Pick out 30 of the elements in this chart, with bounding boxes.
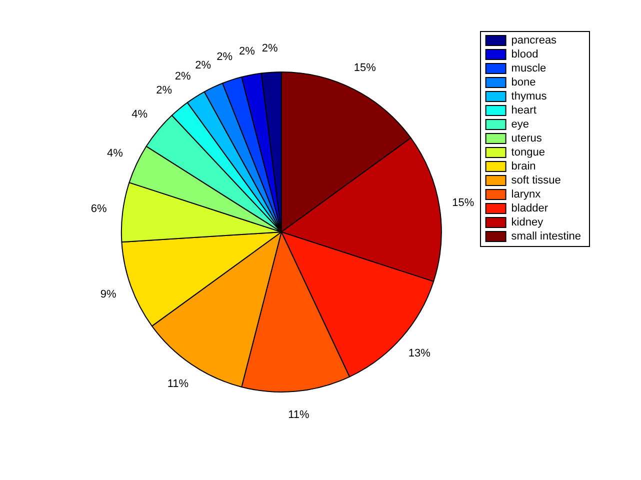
data-label: 11% — [288, 409, 310, 422]
data-label: 15% — [452, 197, 474, 210]
data-label: 2% — [195, 60, 212, 72]
legend-label: pancreas — [511, 34, 558, 47]
data-label: 4% — [106, 148, 124, 160]
legend-label: blood — [511, 48, 538, 61]
legend-label: uterus — [511, 132, 542, 145]
legend-label: eye — [511, 118, 530, 131]
legend-label: muscle — [511, 62, 546, 75]
data-label: 11% — [167, 378, 189, 390]
data-label: 4% — [132, 108, 148, 121]
data-label: 15% — [354, 62, 376, 74]
data-label: 2% — [238, 45, 256, 58]
legend-label: heart — [511, 104, 536, 117]
data-label: 9% — [100, 288, 116, 300]
legend-label: soft tissue — [511, 174, 561, 187]
legend-label: tongue — [511, 146, 545, 159]
legend-label: brain — [511, 160, 536, 173]
data-label: 2% — [216, 51, 233, 64]
data-label: 2% — [174, 70, 191, 83]
data-label: 2% — [262, 42, 278, 54]
data-label: 2% — [156, 84, 172, 96]
data-label: 6% — [90, 202, 108, 215]
legend-label: kidney — [511, 216, 544, 229]
legend-label: larynx — [511, 188, 542, 201]
data-label: 13% — [408, 348, 431, 360]
legend-label: small intestine — [511, 230, 582, 243]
legend-label: thymus — [511, 90, 548, 103]
legend-label: bone — [511, 76, 536, 89]
legend-label: bladder — [511, 202, 548, 215]
